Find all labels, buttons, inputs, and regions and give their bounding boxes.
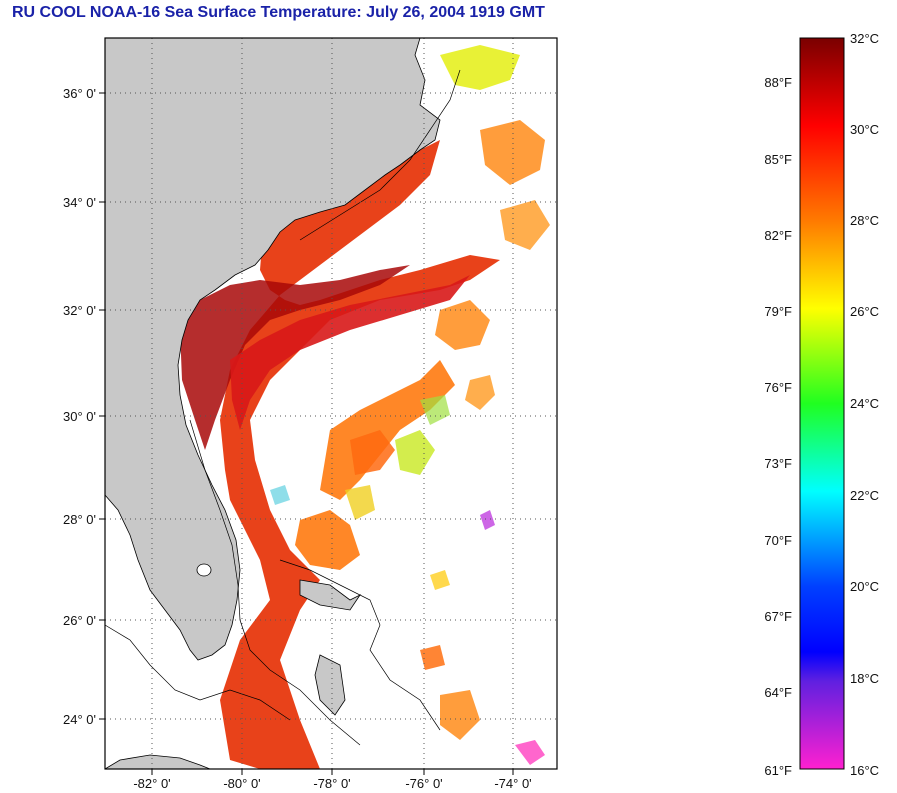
cool-patch xyxy=(420,645,445,670)
lon-gridlines xyxy=(151,38,514,769)
colorbar-fahrenheit-labels: 88°F 85°F 82°F 79°F 76°F 73°F 70°F 67°F … xyxy=(764,75,792,778)
celsius-label: 26°C xyxy=(850,304,879,319)
lat-labels: 36° 0' 34° 0' 32° 0' 30° 0' 28° 0' 26° 0… xyxy=(63,86,96,727)
celsius-label: 30°C xyxy=(850,122,879,137)
fahrenheit-label: 82°F xyxy=(764,228,792,243)
offshore-warm-patch xyxy=(500,200,550,250)
bathymetry-contour xyxy=(299,69,461,241)
lat-gridlines xyxy=(105,92,557,720)
offshore-warm-patch xyxy=(350,430,395,475)
lat-label: 34° 0' xyxy=(63,195,96,210)
colorbar-celsius-labels: 32°C 30°C 28°C 26°C 24°C 22°C 20°C 18°C … xyxy=(850,31,879,778)
offshore-warm-patch xyxy=(480,120,545,185)
offshore-warm-patch xyxy=(295,510,360,570)
shelf-water xyxy=(220,140,500,769)
lake-okeechobee xyxy=(196,563,212,577)
celsius-label: 18°C xyxy=(850,671,879,686)
lat-label: 24° 0' xyxy=(63,712,96,727)
bathymetry-contour xyxy=(105,624,291,721)
celsius-label: 28°C xyxy=(850,213,879,228)
bahamas-island xyxy=(299,579,362,611)
lon-labels: -82° 0' -80° 0' -78° 0' -76° 0' -74° 0' xyxy=(133,776,531,791)
lat-label: 36° 0' xyxy=(63,86,96,101)
gulf-stream-core xyxy=(180,265,410,450)
fahrenheit-label: 64°F xyxy=(764,685,792,700)
lat-label: 30° 0' xyxy=(63,409,96,424)
lat-label: 26° 0' xyxy=(63,613,96,628)
colorbar xyxy=(799,37,845,770)
cool-patch xyxy=(420,395,450,425)
map-frame xyxy=(104,37,558,770)
lon-label: -76° 0' xyxy=(405,776,442,791)
cool-patch xyxy=(430,570,450,590)
lon-label: -74° 0' xyxy=(494,776,531,791)
cuba-coast xyxy=(105,754,211,769)
offshore-warm-patch xyxy=(435,300,490,350)
lat-label: 32° 0' xyxy=(63,303,96,318)
fahrenheit-label: 70°F xyxy=(764,533,792,548)
gulf-stream-band xyxy=(230,275,470,430)
lon-label: -78° 0' xyxy=(313,776,350,791)
offshore-warm-patch xyxy=(465,375,495,410)
celsius-label: 16°C xyxy=(850,763,879,778)
fahrenheit-label: 61°F xyxy=(764,763,792,778)
fahrenheit-label: 76°F xyxy=(764,380,792,395)
bahamas-island xyxy=(314,654,346,716)
lat-label: 28° 0' xyxy=(63,512,96,527)
fahrenheit-label: 67°F xyxy=(764,609,792,624)
cool-patch xyxy=(270,485,290,505)
land-mass xyxy=(105,38,441,661)
lon-label: -82° 0' xyxy=(133,776,170,791)
lon-label: -80° 0' xyxy=(223,776,260,791)
cool-patch xyxy=(480,510,495,530)
fahrenheit-label: 85°F xyxy=(764,152,792,167)
celsius-label: 22°C xyxy=(850,488,879,503)
celsius-label: 20°C xyxy=(850,579,879,594)
map-title: RU COOL NOAA-16 Sea Surface Temperature:… xyxy=(12,4,545,21)
celsius-label: 32°C xyxy=(850,31,879,46)
cool-patch xyxy=(395,430,435,475)
celsius-label: 24°C xyxy=(850,396,879,411)
cool-patch xyxy=(440,45,520,90)
fahrenheit-label: 88°F xyxy=(764,75,792,90)
bathymetry-contour xyxy=(279,559,441,731)
fahrenheit-label: 79°F xyxy=(764,304,792,319)
cool-patch xyxy=(440,690,480,740)
axis-ticks xyxy=(99,92,514,775)
cool-patch xyxy=(345,485,375,520)
fahrenheit-label: 73°F xyxy=(764,456,792,471)
cool-patch xyxy=(515,740,545,765)
